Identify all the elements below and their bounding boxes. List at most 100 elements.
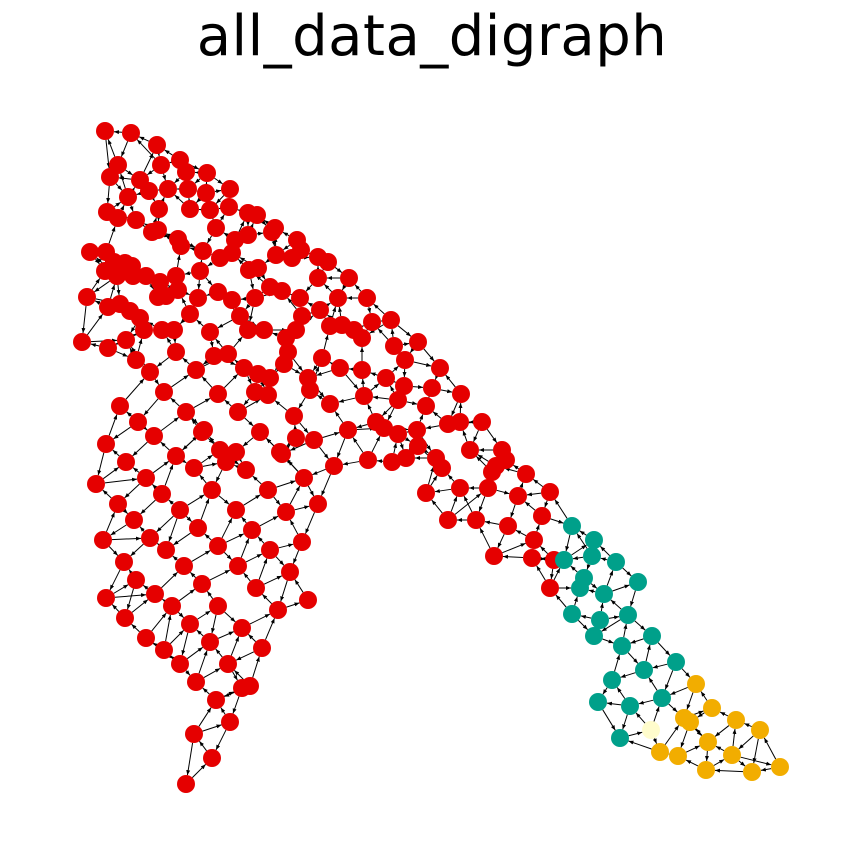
graph-node xyxy=(417,484,435,502)
graph-edge xyxy=(194,178,201,184)
graph-edge xyxy=(139,221,146,228)
graph-node xyxy=(191,262,209,280)
graph-edge xyxy=(232,696,240,714)
graph-edge xyxy=(372,395,390,400)
graph-node xyxy=(187,673,205,691)
graph-node xyxy=(124,267,142,285)
graph-node xyxy=(771,758,789,776)
graph-edge xyxy=(600,546,610,556)
graph-node xyxy=(305,431,323,449)
graph-edge xyxy=(193,397,211,409)
graph-node xyxy=(382,311,400,329)
graph-node xyxy=(111,397,129,415)
graph-edge xyxy=(700,691,708,701)
graph-edge xyxy=(322,432,340,438)
graph-edge xyxy=(152,484,158,490)
graph-edge xyxy=(341,284,347,291)
graph-node xyxy=(703,699,721,717)
graph-edge xyxy=(285,444,291,450)
graph-node xyxy=(431,359,449,377)
graph-edge xyxy=(196,629,204,637)
graph-node xyxy=(409,333,427,351)
graph-node xyxy=(571,579,589,597)
graph-edge xyxy=(715,745,725,752)
graph-edge xyxy=(477,454,489,462)
graph-edge xyxy=(434,488,452,493)
graph-node xyxy=(155,641,173,659)
graph-edge xyxy=(412,385,424,389)
graph-edge xyxy=(298,397,306,409)
graph-edge xyxy=(325,302,331,308)
graph-edge xyxy=(197,279,202,290)
graph-node xyxy=(203,749,221,767)
graph-edge xyxy=(176,254,181,268)
graph-node xyxy=(189,519,207,537)
graph-edge xyxy=(602,709,616,731)
graph-edge xyxy=(282,231,290,237)
graph-edge xyxy=(486,429,498,443)
graph-node xyxy=(669,747,687,765)
graph-node xyxy=(217,453,235,471)
graph-edge xyxy=(423,448,429,454)
graph-edge xyxy=(209,436,215,444)
graph-node xyxy=(409,437,427,455)
graph-edge xyxy=(247,375,252,385)
graph-edge xyxy=(102,489,112,499)
graph-edge xyxy=(291,368,301,374)
graph-edge xyxy=(630,638,644,644)
graph-edge xyxy=(445,374,456,388)
graph-edge xyxy=(356,423,368,429)
graph-node xyxy=(237,461,255,479)
graph-edge xyxy=(237,456,243,463)
graph-edge xyxy=(373,303,385,315)
graph-edge xyxy=(108,226,116,244)
graph-node xyxy=(699,733,717,751)
graph-edge xyxy=(565,534,571,552)
graph-node xyxy=(109,209,127,227)
graph-edge xyxy=(312,468,326,476)
graph-edge xyxy=(427,466,435,485)
graph-edge xyxy=(620,672,636,678)
graph-node xyxy=(81,243,99,261)
graph-edge xyxy=(652,738,658,744)
graph-edge xyxy=(370,383,380,391)
graph-edge xyxy=(316,370,332,376)
graph-edge xyxy=(289,485,301,505)
graph-edge xyxy=(219,214,225,221)
graph-edge xyxy=(638,699,654,705)
graph-edge xyxy=(206,235,213,244)
graph-node xyxy=(517,465,535,483)
graph-node xyxy=(239,226,257,244)
graph-edge xyxy=(476,456,486,466)
graph-node xyxy=(152,156,170,174)
graph-edge xyxy=(263,575,283,585)
graph-edge xyxy=(238,220,245,233)
graph-node xyxy=(295,469,313,487)
graph-edge xyxy=(180,318,186,324)
graph-node xyxy=(117,453,135,471)
graph-edge xyxy=(423,348,435,362)
graph-edge xyxy=(513,464,519,470)
graph-edge xyxy=(409,347,415,353)
graph-edge xyxy=(234,670,244,680)
graph-node xyxy=(389,391,407,409)
graph-edge xyxy=(370,372,378,377)
graph-edge xyxy=(204,533,212,541)
graph-edge xyxy=(354,284,362,292)
graph-edge xyxy=(579,530,587,536)
graph-node xyxy=(97,435,115,453)
graph-edge xyxy=(197,610,211,620)
graph-node xyxy=(408,421,426,439)
graph-node xyxy=(621,697,639,715)
graph-node xyxy=(235,359,253,377)
graph-edge xyxy=(221,517,233,539)
graph-edge xyxy=(112,449,120,457)
graph-edge xyxy=(588,589,596,594)
graph-node xyxy=(117,331,135,349)
graph-edge xyxy=(165,614,172,642)
graph-edge xyxy=(110,524,127,536)
graph-node xyxy=(287,429,305,447)
graph-edge xyxy=(431,499,443,514)
graph-edge xyxy=(150,195,156,202)
graph-edge xyxy=(243,494,261,506)
